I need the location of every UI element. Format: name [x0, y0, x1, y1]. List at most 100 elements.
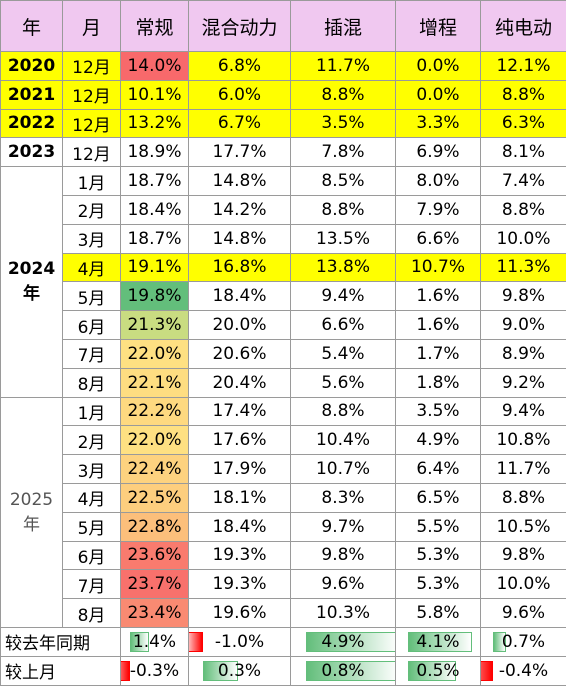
value-cell: 18.7% — [120, 223, 189, 254]
month-cell: 12月 — [62, 108, 121, 139]
table-row: 5月 19.8% 18.4% 9.4% 1.6% 9.8% — [1, 281, 566, 312]
value-cell: 9.4% — [290, 281, 396, 312]
data-bar — [305, 660, 395, 681]
data-bar — [407, 660, 456, 681]
table-row: 4月 22.5% 18.1% 8.3% 6.5% 8.8% — [1, 482, 566, 513]
value-cell: 10.0% — [480, 569, 566, 600]
value-cell: 20.4% — [188, 367, 291, 398]
value-cell: 18.1% — [188, 482, 291, 513]
value-cell: 6.6% — [290, 310, 396, 340]
value-cell: 17.9% — [188, 454, 291, 484]
year-cell: 2025 年 — [0, 396, 63, 628]
value-cell: 10.1% — [120, 79, 189, 110]
value-cell: 9.6% — [290, 569, 396, 600]
value-cell: 6.0% — [188, 79, 291, 110]
value-cell: 8.8% — [480, 194, 566, 225]
month-cell: 2月 — [62, 425, 121, 456]
value-cell: 3.5% — [395, 396, 481, 427]
month-cell: 7月 — [62, 338, 121, 369]
value-cell: 8.8% — [290, 396, 396, 427]
value-cell: 9.8% — [480, 281, 566, 312]
value-cell: 8.1% — [480, 137, 566, 168]
value-cell: 14.0% — [120, 51, 189, 81]
table-row: 2022 12月 13.2% 6.7% 3.5% 3.3% 6.3% — [0, 108, 566, 139]
value-cell: 9.7% — [290, 511, 396, 542]
value-cell: 6.6% — [395, 223, 481, 254]
value-label: -0.4% — [498, 660, 549, 681]
value-cell: 22.5% — [120, 482, 189, 513]
value-cell: 7.8% — [290, 137, 396, 168]
table-row: 2月 22.0% 17.6% 10.4% 4.9% 10.8% — [1, 425, 566, 456]
value-cell: 19.3% — [188, 540, 291, 571]
header-cell: 年 — [0, 0, 63, 52]
table-row: 2021 12月 10.1% 6.0% 8.8% 0.0% 8.8% — [0, 79, 566, 110]
value-cell: 11.3% — [480, 252, 566, 283]
value-cell: 16.8% — [188, 252, 291, 283]
value-cell: 10.4% — [290, 425, 396, 456]
value-cell: 19.1% — [120, 252, 189, 283]
value-cell: 6.4% — [395, 454, 481, 484]
month-cell: 2月 — [62, 194, 121, 225]
value-cell: 21.3% — [120, 310, 189, 340]
month-cell: 12月 — [62, 51, 121, 81]
value-cell: 19.8% — [120, 281, 189, 312]
value-cell: 10.7% — [290, 454, 396, 484]
value-cell: 18.7% — [120, 166, 189, 196]
value-cell: 14.2% — [188, 194, 291, 225]
value-cell: 1.8% — [395, 367, 481, 398]
table-row: 2020 12月 14.0% 6.8% 11.7% 0.0% 12.1% — [0, 51, 566, 81]
table-row: 8月 23.4% 19.6% 10.3% 5.8% 9.6% — [1, 598, 566, 628]
value-cell: 5.8% — [395, 598, 481, 628]
value-cell: 5.4% — [290, 338, 396, 369]
value-cell: 17.7% — [188, 137, 291, 168]
compare-cell: 4.1% — [395, 626, 481, 657]
value-cell: 19.6% — [188, 598, 291, 628]
header-cell: 插混 — [290, 0, 396, 52]
value-label: 4.1% — [416, 631, 460, 652]
data-bar — [492, 631, 506, 652]
value-cell: 11.7% — [480, 454, 566, 484]
data-bar — [189, 631, 204, 652]
value-cell: 17.6% — [188, 425, 291, 456]
value-cell: 8.9% — [480, 338, 566, 369]
table-row: 3月 22.4% 17.9% 10.7% 6.4% 11.7% — [1, 454, 566, 484]
header-cell: 增程 — [395, 0, 481, 52]
data-bar — [305, 631, 395, 652]
table-row: 7月 22.0% 20.6% 5.4% 1.7% 8.9% — [1, 338, 566, 369]
header-cell: 混合动力 — [188, 0, 291, 52]
value-cell: 10.3% — [290, 598, 396, 628]
month-cell: 6月 — [62, 540, 121, 571]
value-cell: 14.8% — [188, 166, 291, 196]
value-cell: 18.4% — [188, 511, 291, 542]
year-suffix: 年 — [23, 514, 40, 535]
value-cell: 8.8% — [290, 194, 396, 225]
data-bar — [407, 631, 472, 652]
value-cell: 9.8% — [480, 540, 566, 571]
value-cell: 1.7% — [395, 338, 481, 369]
table-row: 7月 23.7% 19.3% 9.6% 5.3% 10.0% — [1, 569, 566, 600]
value-cell: 1.6% — [395, 310, 481, 340]
compare-row: 较上月 -0.3% 0.3% 0.8% 0.5% -0.4% — [0, 655, 566, 686]
year-text: 2025 — [9, 489, 54, 510]
month-cell: 12月 — [62, 137, 121, 168]
value-cell: 23.6% — [120, 540, 189, 571]
value-cell: 0.0% — [395, 51, 481, 81]
value-cell: 8.8% — [480, 482, 566, 513]
table-row: 4月 19.1% 16.8% 13.8% 10.7% 11.3% — [0, 252, 566, 283]
table-row: 2023 12月 18.9% 17.7% 7.8% 6.9% 8.1% — [0, 137, 566, 168]
year-text: 2024 — [7, 259, 56, 280]
value-cell: 10.7% — [395, 252, 481, 283]
table-row: 2024 年 1月 18.7% 14.8% 8.5% 8.0% 7.4% — [0, 166, 566, 398]
year-cell: 2024 年 — [0, 166, 63, 398]
compare-cell: 1.4% — [120, 626, 189, 657]
value-cell: 8.5% — [290, 166, 396, 196]
month-cell: 5月 — [62, 281, 121, 312]
table-row: 6月 23.6% 19.3% 9.8% 5.3% 9.8% — [1, 540, 566, 571]
compare-cell: 0.7% — [480, 626, 566, 657]
value-cell: 9.6% — [480, 598, 566, 628]
value-cell: 6.5% — [395, 482, 481, 513]
value-label: 0.5% — [416, 660, 460, 681]
value-cell: 5.6% — [290, 367, 396, 398]
year-cell: 2020 — [0, 51, 63, 81]
